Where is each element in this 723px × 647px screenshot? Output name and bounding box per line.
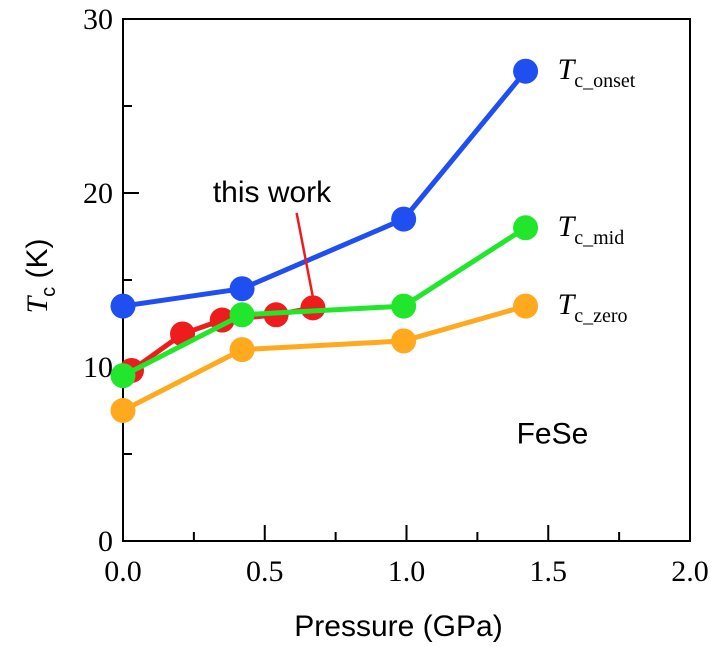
series-line-onset	[122, 69, 528, 309]
series-label-symbol: T	[558, 288, 577, 321]
annotation-arrow	[295, 212, 315, 298]
series-label-subscript: c_onset	[574, 70, 636, 92]
data-point-zero	[391, 328, 417, 354]
series-layer	[110, 58, 539, 423]
data-point-mid	[229, 302, 255, 328]
series-label-zero: Tc_zero	[558, 288, 628, 327]
series-label-mid: Tc_mid	[558, 210, 625, 249]
axes: 0.0 0.5 1.0 1.5 2.0 0 10 20 30 Pressure (GPa) Tc (…	[21, 3, 709, 643]
series-label-subscript: c_zero	[574, 305, 627, 327]
x-tick-label: 0.5	[246, 555, 284, 588]
series-onset	[110, 58, 539, 319]
x-tick-label: 0.0	[104, 555, 142, 588]
series-this_work	[119, 295, 326, 383]
data-point-mid	[391, 293, 417, 319]
series-label-subscript: c_mid	[574, 227, 624, 249]
x-tick-label: 1.5	[530, 555, 568, 588]
series-label-onset: Tc_onset	[558, 53, 636, 92]
y-axis-title-unit: (K)	[21, 238, 54, 286]
y-axis-title-symbol: T	[21, 295, 54, 314]
y-axis-title: Tc (K)	[21, 238, 60, 313]
data-point-zero	[229, 337, 255, 363]
data-point-onset	[229, 276, 255, 302]
y-tick-label: 20	[83, 177, 113, 210]
data-point-onset	[391, 206, 417, 232]
x-axis-title: Pressure (GPa)	[294, 610, 502, 643]
data-point-onset	[110, 293, 136, 319]
y-tick-label: 10	[83, 351, 113, 384]
annotation-this-work: this work	[213, 176, 332, 209]
data-point-zero	[110, 398, 136, 423]
plot-frame	[122, 18, 691, 542]
y-tick-label: 0	[98, 525, 113, 558]
x-tick-label: 1.0	[388, 555, 426, 588]
data-point-mid	[110, 363, 136, 389]
data-point-this_work	[300, 295, 326, 321]
series-label-symbol: T	[558, 210, 577, 243]
y-axis-title-subscript: c	[38, 287, 60, 297]
annotation-material: FeSe	[517, 418, 589, 451]
data-point-onset	[513, 58, 539, 84]
data-point-zero	[513, 293, 539, 319]
x-tick-label: 2.0	[671, 555, 709, 588]
series-line-zero	[121, 303, 527, 413]
annotations: this work FeSe	[213, 176, 588, 451]
y-tick-label: 30	[83, 3, 113, 36]
series-mid	[110, 215, 539, 389]
data-point-mid	[513, 215, 539, 241]
series-label-symbol: T	[558, 53, 577, 86]
series-zero	[110, 293, 539, 423]
series-line-mid	[121, 225, 527, 378]
